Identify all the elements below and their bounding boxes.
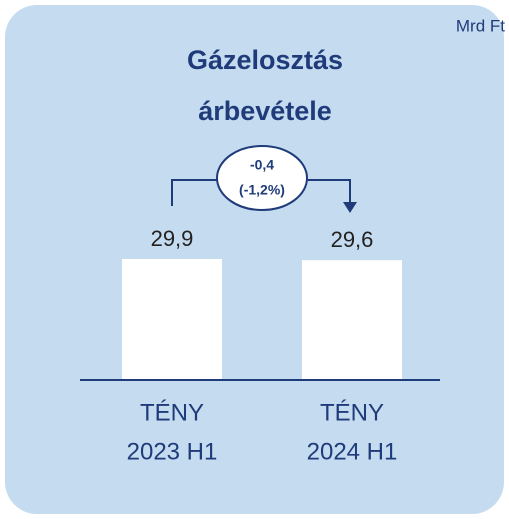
bar xyxy=(122,259,222,380)
chart-title: Gázelosztás xyxy=(187,45,343,75)
x-tick-label: TÉNY xyxy=(140,399,204,426)
x-tick-label: 2024 H1 xyxy=(307,438,398,465)
change-bubble xyxy=(216,145,308,211)
unit-label: Mrd Ft xyxy=(456,16,505,35)
change-pct-label: (-1,2%) xyxy=(239,182,285,198)
bar xyxy=(302,260,402,380)
x-tick-label: TÉNY xyxy=(320,399,384,426)
change-arrow xyxy=(343,202,357,213)
value-label: 29,6 xyxy=(331,227,374,252)
panel xyxy=(5,5,504,514)
change-label: -0,4 xyxy=(250,157,274,173)
chart-title: árbevétele xyxy=(198,96,332,126)
x-tick-label: 2023 H1 xyxy=(127,438,218,465)
value-label: 29,9 xyxy=(151,226,194,251)
